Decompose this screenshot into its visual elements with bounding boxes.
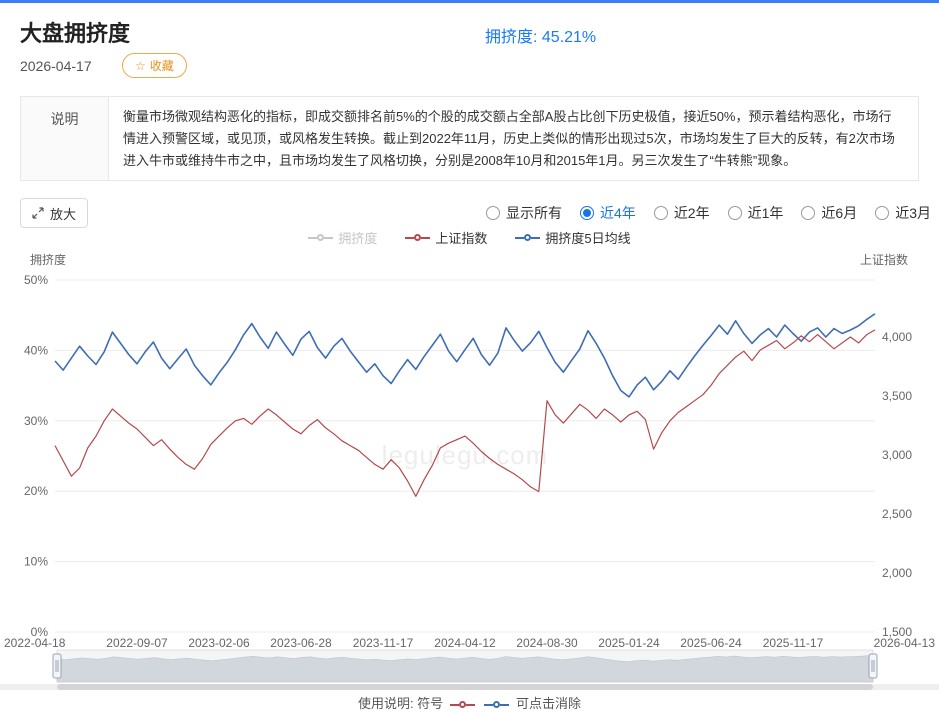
x-axis-label: 2023-02-06	[188, 636, 250, 650]
watermark: legulegu.com	[382, 440, 549, 470]
range-label: 近2年	[673, 205, 710, 221]
page-title: 大盘拥挤度	[20, 21, 131, 46]
right-axis-title: 上证指数	[860, 252, 908, 267]
left-axis-tick: 0%	[31, 625, 49, 639]
left-axis-tick: 20%	[24, 484, 48, 498]
usage-note: 使用说明: 符号 可点击消除	[0, 693, 939, 712]
range-label: 近6月	[821, 205, 858, 221]
zoom-button[interactable]: 放大	[20, 198, 89, 228]
red-series-marker-icon[interactable]	[449, 701, 475, 709]
x-axis-label: 2023-06-28	[270, 636, 332, 650]
x-axis-label: 2025-06-24	[680, 636, 742, 650]
left-axis-tick: 10%	[24, 555, 48, 569]
x-axis-label: 2024-08-30	[516, 636, 578, 650]
radio-icon	[653, 206, 668, 220]
left-axis-title: 拥挤度	[30, 252, 66, 267]
series-marker-icon	[515, 234, 541, 241]
x-axis-label: 2022-09-07	[106, 636, 168, 650]
radio-icon	[486, 206, 501, 220]
radio-icon	[727, 206, 742, 220]
series-marker-icon	[484, 701, 510, 709]
right-axis-tick: 3,500	[882, 389, 912, 403]
chart-legend: 拥挤度 上证指数 拥挤度5日均线	[0, 228, 939, 247]
range-label: 近3月	[895, 205, 931, 221]
radio-icon	[801, 206, 816, 220]
right-axis-tick: 2,500	[882, 507, 912, 521]
range-label: 显示所有	[506, 205, 563, 221]
time-range-group: 显示所有 近4年 近2年 近1年 近6月 近3月	[486, 203, 931, 223]
x-axis-label: 2025-11-17	[763, 636, 824, 650]
legend-item-0[interactable]: 拥挤度	[308, 228, 377, 247]
legend-label: 拥挤度5日均线	[545, 231, 631, 246]
congestion-ma5-line	[54, 313, 876, 398]
legend-label: 上证指数	[435, 231, 488, 246]
main-chart: legulegu.com 拥挤度 上证指数 0% 10% 20% 30% 40% 50% 1,50…	[0, 252, 939, 690]
description-box: 说明 衡量市场微观结构恶化的指标，即成交额排名前5%的个股的成交额占全部A股占比…	[20, 96, 919, 182]
x-axis-label: 2026-04-13	[874, 636, 936, 650]
navigator-silhouette	[56, 655, 874, 683]
series-marker-icon	[308, 234, 334, 241]
legend-label: 拥挤度	[338, 231, 378, 246]
x-axis-label: 2025-01-24	[598, 636, 660, 650]
range-option-5[interactable]: 近3月	[875, 203, 931, 223]
right-axis-tick: 1,500	[882, 625, 912, 639]
x-axis-label: 2024-04-12	[434, 636, 496, 650]
expand-icon	[32, 207, 44, 219]
description-label: 说明	[21, 97, 109, 181]
usage-prefix: 使用说明: 符号	[357, 696, 444, 711]
range-option-1[interactable]: 近4年	[580, 203, 636, 223]
page-date: 2026-04-17	[20, 58, 92, 74]
blue-series-marker-icon[interactable]	[484, 701, 510, 709]
right-axis-tick: 2,000	[882, 566, 912, 580]
congestion-value: 拥挤度: 45.21%	[485, 29, 597, 46]
sse-index-line	[54, 329, 876, 497]
zoom-label: 放大	[50, 206, 77, 222]
right-axis-tick: 4,000	[882, 330, 912, 344]
x-axis-label: 2023-11-17	[353, 636, 414, 650]
x-axis-label: 2022-04-18	[4, 636, 66, 650]
range-label: 近1年	[747, 205, 784, 221]
usage-suffix: 可点击消除	[516, 696, 582, 711]
left-axis-tick: 30%	[24, 414, 48, 428]
series-marker-icon	[449, 701, 475, 709]
navigator-left-handle[interactable]	[52, 653, 62, 679]
range-option-3[interactable]: 近1年	[727, 203, 784, 223]
range-option-4[interactable]: 近6月	[801, 203, 857, 223]
radio-icon	[580, 206, 595, 220]
left-axis-tick: 40%	[24, 343, 48, 357]
horizontal-scrollbar-thumb[interactable]	[57, 684, 873, 690]
description-text: 衡量市场微观结构恶化的指标，即成交额排名前5%的个股的成交额占全部A股占比创下历…	[123, 109, 895, 168]
right-axis-tick: 3,000	[882, 448, 912, 462]
series-marker-icon	[405, 234, 431, 241]
star-icon: ☆	[135, 58, 146, 73]
legend-item-1[interactable]: 上证指数	[405, 228, 487, 247]
range-label: 近4年	[600, 205, 636, 221]
navigator-right-handle[interactable]	[868, 653, 878, 679]
top-accent-bar	[0, 0, 939, 3]
range-option-2[interactable]: 近2年	[653, 203, 710, 223]
navigator-selected-range[interactable]	[57, 650, 873, 682]
favorite-button[interactable]: ☆ 收藏	[122, 53, 187, 78]
radio-icon	[875, 206, 890, 220]
legend-item-2[interactable]: 拥挤度5日均线	[515, 228, 631, 247]
favorite-label: 收藏	[149, 59, 174, 73]
left-axis-tick: 50%	[24, 273, 48, 287]
chart-area: legulegu.com 拥挤度 上证指数 0% 10% 20% 30% 40% 50% 1,50…	[0, 246, 939, 690]
range-option-0[interactable]: 显示所有	[486, 203, 562, 223]
